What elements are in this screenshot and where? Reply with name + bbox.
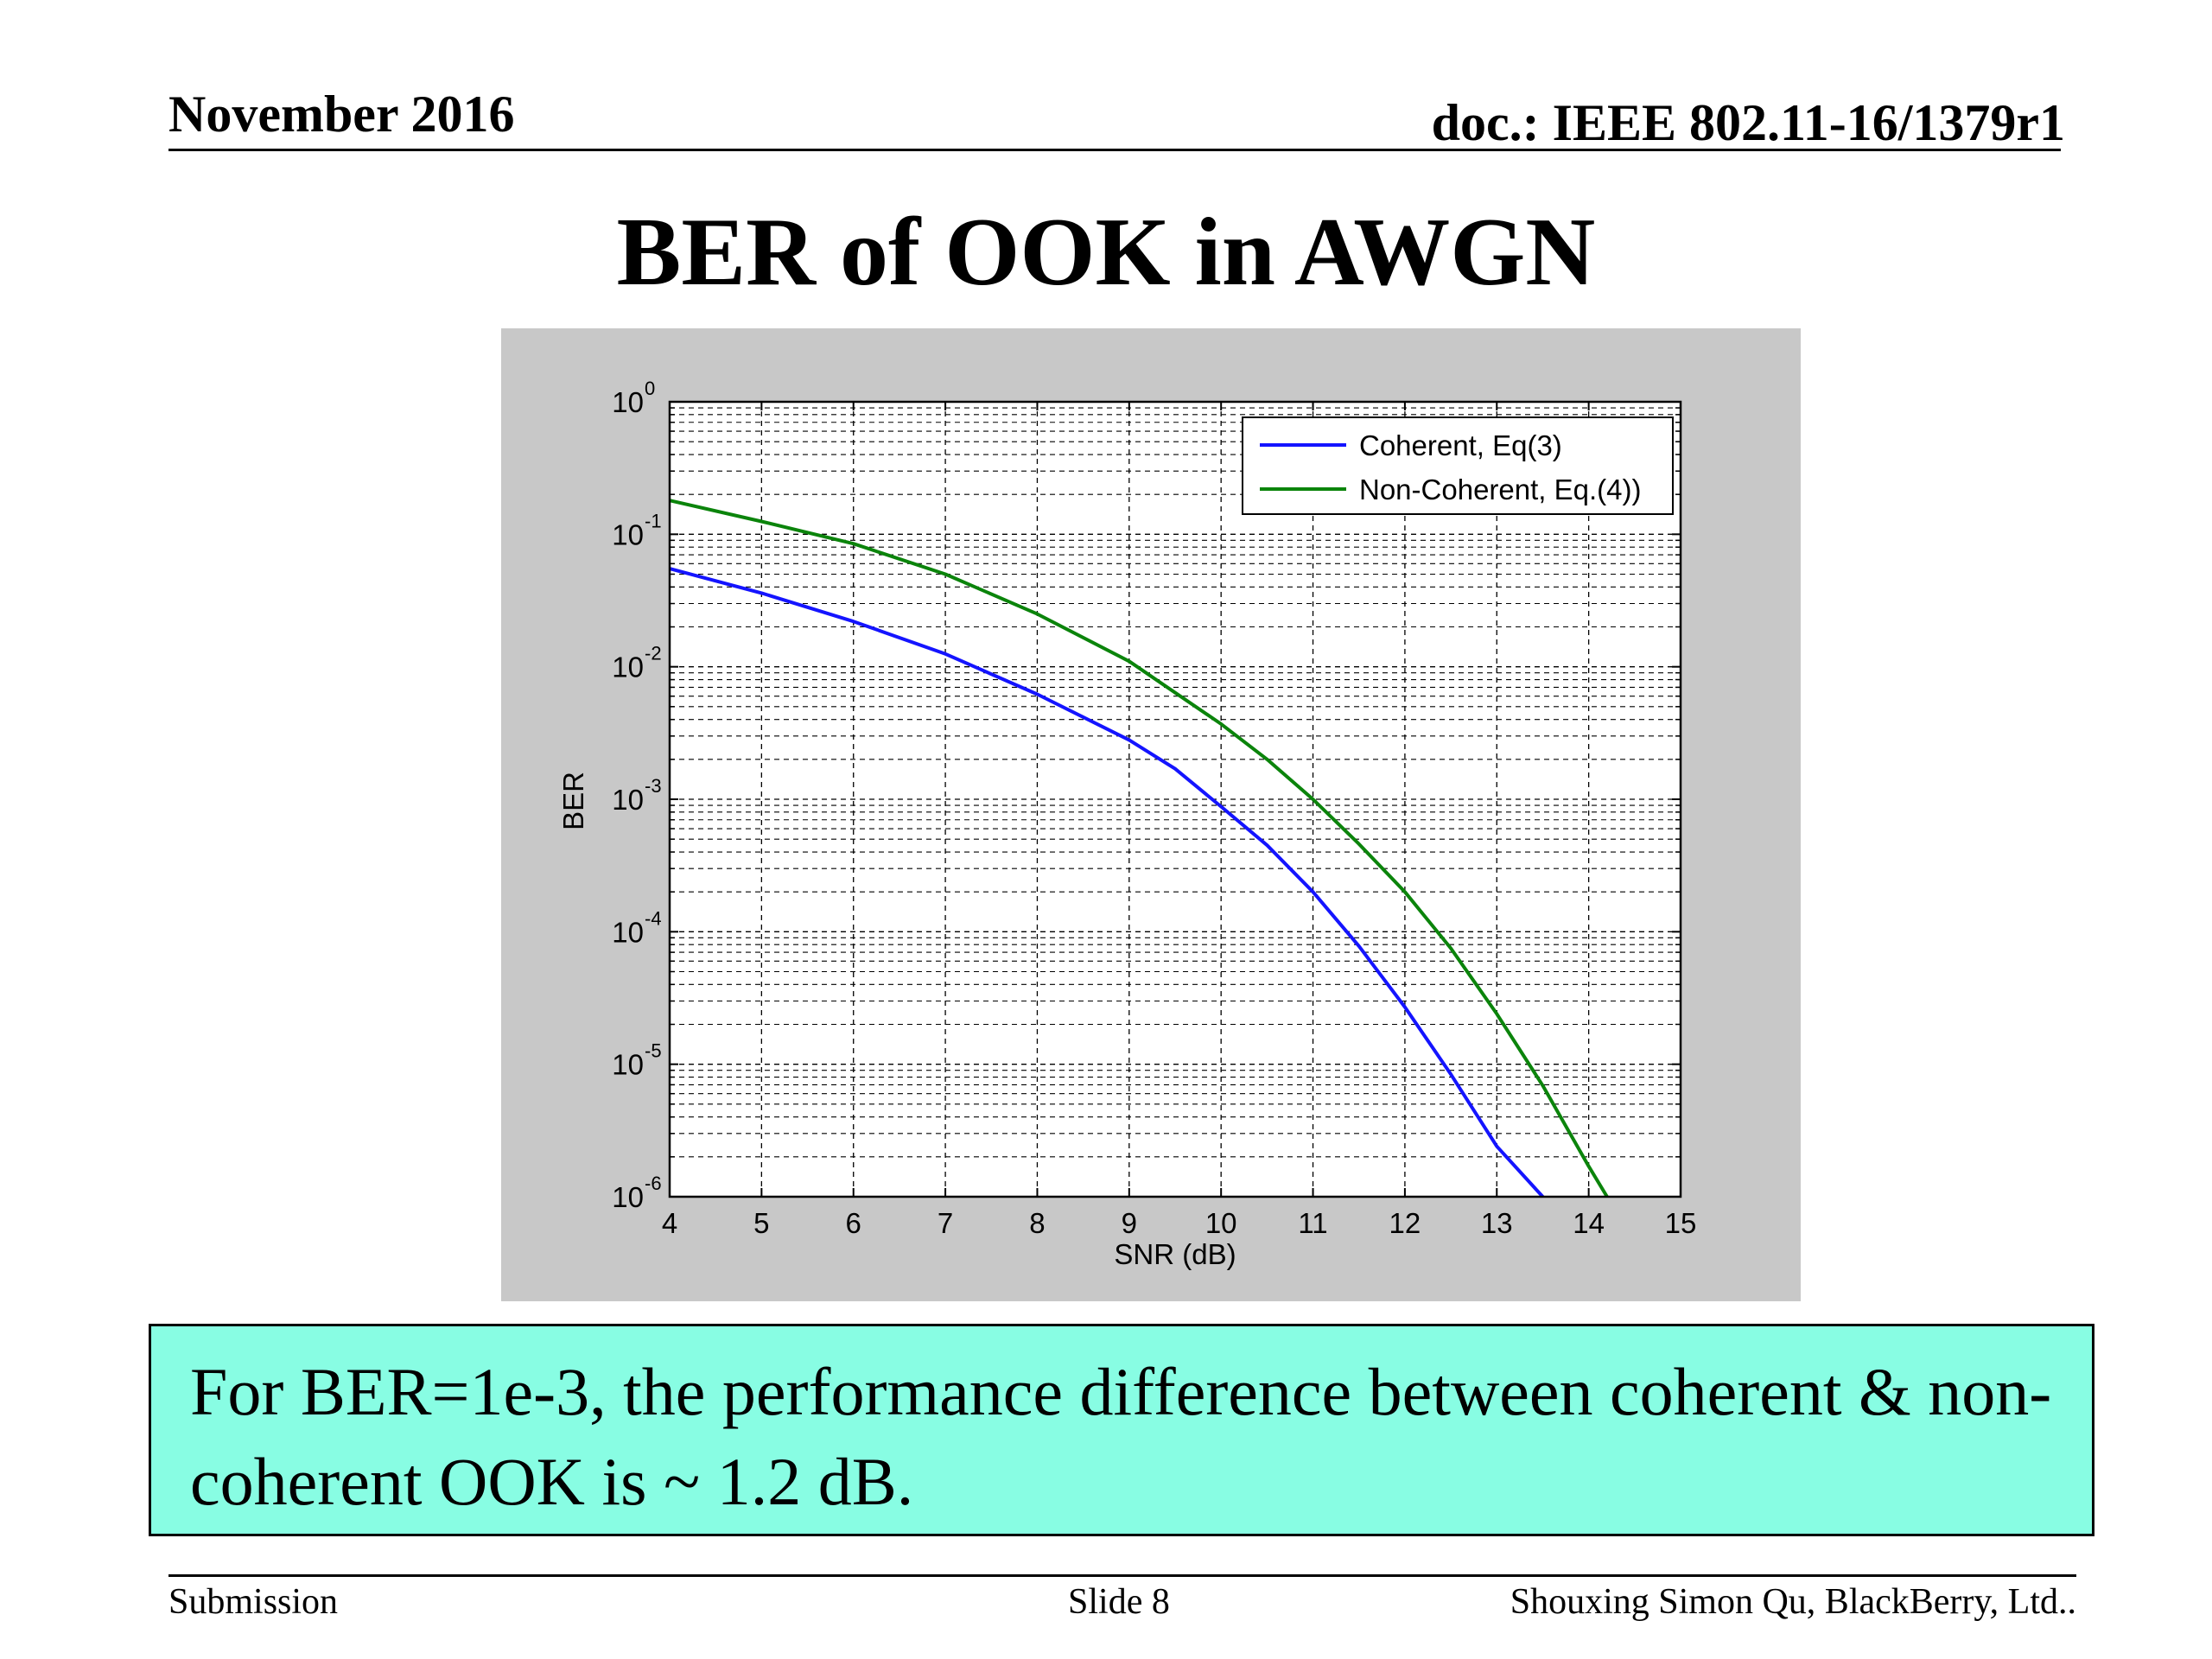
y-axis-label: BER bbox=[557, 772, 589, 830]
x-tick-label: 8 bbox=[1029, 1207, 1045, 1239]
series-line-noncoherent bbox=[669, 499, 1609, 1198]
x-tick-label: 5 bbox=[753, 1207, 769, 1239]
header-doc-id: doc.: IEEE 802.11-16/1379r1 bbox=[1431, 94, 2065, 151]
x-tick-label: 4 bbox=[662, 1207, 677, 1239]
legend-label-coherent: Coherent, Eq(3) bbox=[1359, 429, 1562, 461]
note-text: For BER=1e-3, the performance difference… bbox=[190, 1354, 2052, 1519]
x-tick-label: 7 bbox=[938, 1207, 953, 1239]
note-box: For BER=1e-3, the performance difference… bbox=[149, 1324, 2094, 1536]
y-tick-label: 10 bbox=[612, 1049, 644, 1081]
x-tick-label: 12 bbox=[1389, 1207, 1421, 1239]
y-tick-label: 10 bbox=[612, 652, 644, 683]
y-tick-exponent: -4 bbox=[645, 907, 662, 929]
footer-slide-number: Slide 8 bbox=[1068, 1582, 1170, 1622]
x-tick-label: 10 bbox=[1205, 1207, 1237, 1239]
footer-author: Shouxing Simon Qu, BlackBerry, Ltd.. bbox=[1510, 1582, 2076, 1622]
y-tick-label: 10 bbox=[612, 518, 644, 550]
y-tick-exponent: -3 bbox=[645, 775, 662, 797]
x-tick-label: 13 bbox=[1481, 1207, 1513, 1239]
y-tick-exponent: -1 bbox=[645, 510, 662, 531]
series-layer bbox=[669, 499, 1609, 1198]
x-tick-label: 11 bbox=[1298, 1207, 1327, 1239]
grid bbox=[670, 402, 1681, 1197]
legend-label-noncoherent: Non-Coherent, Eq.(4)) bbox=[1359, 474, 1641, 505]
x-tick-label: 14 bbox=[1573, 1207, 1605, 1239]
header-divider bbox=[168, 149, 2061, 151]
legend: Coherent, Eq(3) Non-Coherent, Eq.(4)) bbox=[1242, 416, 1674, 515]
footer-divider bbox=[168, 1574, 2076, 1577]
series-line-coherent bbox=[669, 567, 1544, 1198]
y-tick-label: 10 bbox=[612, 916, 644, 948]
figure-panel: 4 5 6 7 8 9 10 11 12 13 14 15 10 0 10 -1 10 -2 10 -3 10 -4 10-… bbox=[501, 328, 1801, 1301]
x-tick-label: 6 bbox=[846, 1207, 861, 1239]
ticks bbox=[669, 401, 1681, 1198]
y-tick-exponent: 0 bbox=[645, 378, 655, 399]
x-axis-label: SNR (dB) bbox=[1114, 1238, 1236, 1270]
y-tick-label: 10 bbox=[612, 1181, 644, 1213]
y-tick-exponent: -2 bbox=[645, 643, 662, 664]
slide-title: BER of OOK in AWGN bbox=[616, 199, 1596, 306]
footer-submission: Submission bbox=[168, 1582, 339, 1622]
y-tick-label: 10 bbox=[612, 784, 644, 816]
x-tick-label: 15 bbox=[1665, 1207, 1697, 1239]
y-tick-exponent: -5 bbox=[645, 1040, 662, 1062]
y-tick-label: 10 bbox=[612, 386, 644, 418]
header-date: November 2016 bbox=[168, 86, 515, 143]
legend-box bbox=[1242, 416, 1674, 515]
y-tick-exponent: -6 bbox=[645, 1173, 662, 1194]
x-tick-label: 9 bbox=[1122, 1207, 1137, 1239]
